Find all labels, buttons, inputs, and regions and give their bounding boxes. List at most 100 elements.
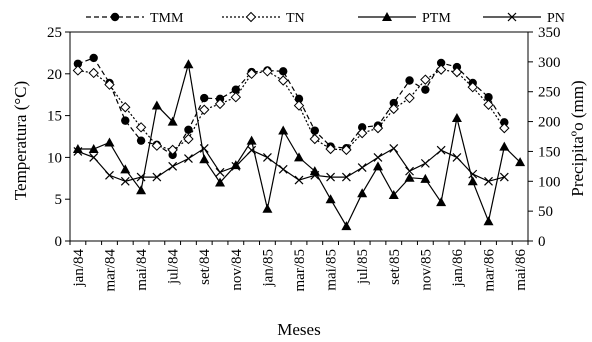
data-point-pn-stroke (184, 154, 193, 164)
data-point-ptm (136, 185, 147, 195)
data-point-pn (452, 152, 462, 162)
data-point-pn-stroke (278, 164, 288, 174)
legend-label-tn: TN (286, 11, 305, 26)
data-point-ptm (246, 135, 257, 145)
data-point-tmm (231, 85, 241, 94)
data-point-tn (435, 64, 447, 75)
data-point-tn (72, 65, 84, 76)
data-point-ptm (436, 197, 447, 207)
data-point-tmm (279, 67, 288, 76)
series-line-tn (77, 68, 505, 151)
data-point-ptm (357, 188, 368, 198)
legend-marker-pn (507, 12, 517, 22)
data-point-pn (436, 145, 446, 155)
data-point-ptm (120, 164, 131, 174)
data-point-tn (309, 133, 321, 145)
y-left-tick-label: 15 (47, 109, 62, 125)
data-point-pn-stroke (310, 170, 320, 180)
y-left-tick-label: 5 (55, 192, 63, 208)
data-point-tn (167, 144, 178, 156)
legend-label-ptm: PTM (422, 11, 451, 26)
x-tick-label: mai/84 (134, 249, 150, 291)
data-point-pn (326, 172, 336, 182)
data-point-ptm (404, 172, 415, 182)
data-point-pn (357, 163, 367, 172)
data-point-pn-stroke (199, 144, 209, 153)
data-point-pn-stroke (357, 163, 367, 172)
x-tick-label: mar/84 (102, 249, 118, 292)
y-left-tick-label: 25 (47, 25, 62, 41)
data-point-tn (277, 75, 289, 86)
y-right-tick-label: 50 (538, 204, 553, 220)
x-tick-label: mar/85 (292, 249, 308, 292)
x-axis-title: Meses (277, 320, 320, 339)
data-point-tmm (136, 136, 146, 145)
data-point-tmm (73, 59, 83, 68)
data-point-pn (152, 172, 162, 182)
data-point-pn-stroke (168, 161, 178, 171)
y-left-tick-label: 10 (47, 150, 62, 166)
data-point-tmm (357, 123, 367, 132)
data-point-pn-stroke (120, 176, 130, 186)
data-point-tn (135, 122, 147, 133)
data-point-ptm (294, 152, 304, 162)
x-tick-label: nov/84 (229, 249, 245, 291)
x-tick-label: mai/85 (324, 249, 340, 291)
data-point-pn (120, 176, 130, 186)
data-point-ptm (515, 157, 526, 167)
legend-label-pn: PN (547, 11, 565, 26)
data-point-tmm (121, 116, 130, 125)
data-point-pn-stroke (452, 152, 462, 162)
data-point-tn (451, 66, 463, 78)
data-point-pn-stroke (89, 152, 99, 162)
data-point-tmm (294, 94, 304, 104)
x-tick-label: jul/84 (166, 249, 182, 286)
data-point-tmm (484, 93, 493, 102)
data-point-tn (420, 74, 431, 85)
data-point-ptm (499, 141, 510, 151)
data-point-pn-stroke (420, 158, 430, 168)
data-point-tn (199, 104, 210, 115)
x-tick-label: nov/85 (418, 249, 434, 291)
series-layer (72, 53, 526, 231)
data-point-pn (231, 161, 241, 171)
data-point-pn (278, 164, 288, 174)
y-left-tick-label: 20 (47, 67, 62, 83)
data-point-tmm (389, 98, 398, 108)
y-right-tick-label: 100 (538, 174, 561, 190)
data-point-tn (120, 102, 131, 113)
data-point-pn-stroke (247, 145, 257, 155)
data-point-pn (184, 154, 193, 164)
data-point-ptm (167, 116, 178, 126)
data-point-pn (105, 170, 114, 180)
data-point-ptm (467, 176, 478, 186)
data-point-tn (467, 81, 478, 93)
data-point-tmm (500, 118, 509, 127)
data-point-pn-stroke (231, 161, 241, 171)
data-point-tn (151, 140, 163, 151)
data-point-ptm (72, 144, 83, 154)
data-point-pn-stroke (152, 172, 162, 182)
data-point-tn (88, 67, 99, 79)
data-point-pn-stroke (262, 152, 272, 162)
data-point-ptm (325, 194, 336, 204)
data-point-pn (168, 161, 178, 171)
data-point-tn (293, 100, 305, 111)
series-line-pn (77, 147, 505, 182)
data-point-tn (341, 144, 352, 156)
data-point-ptm (151, 100, 162, 110)
data-point-pn (247, 145, 257, 155)
data-point-ptm (483, 216, 494, 226)
data-point-tn (246, 68, 257, 80)
y-right-tick-label: 200 (538, 115, 561, 131)
data-point-pn-stroke (105, 170, 114, 180)
x-tick-label: jan/85 (260, 249, 276, 288)
data-point-ptm (341, 221, 352, 231)
data-point-ptm (199, 154, 210, 164)
data-point-pn (405, 166, 414, 176)
data-point-pn (341, 172, 351, 182)
data-point-pn (484, 176, 493, 186)
x-tick-label: mai/86 (513, 249, 529, 291)
data-point-tmm (421, 85, 430, 94)
